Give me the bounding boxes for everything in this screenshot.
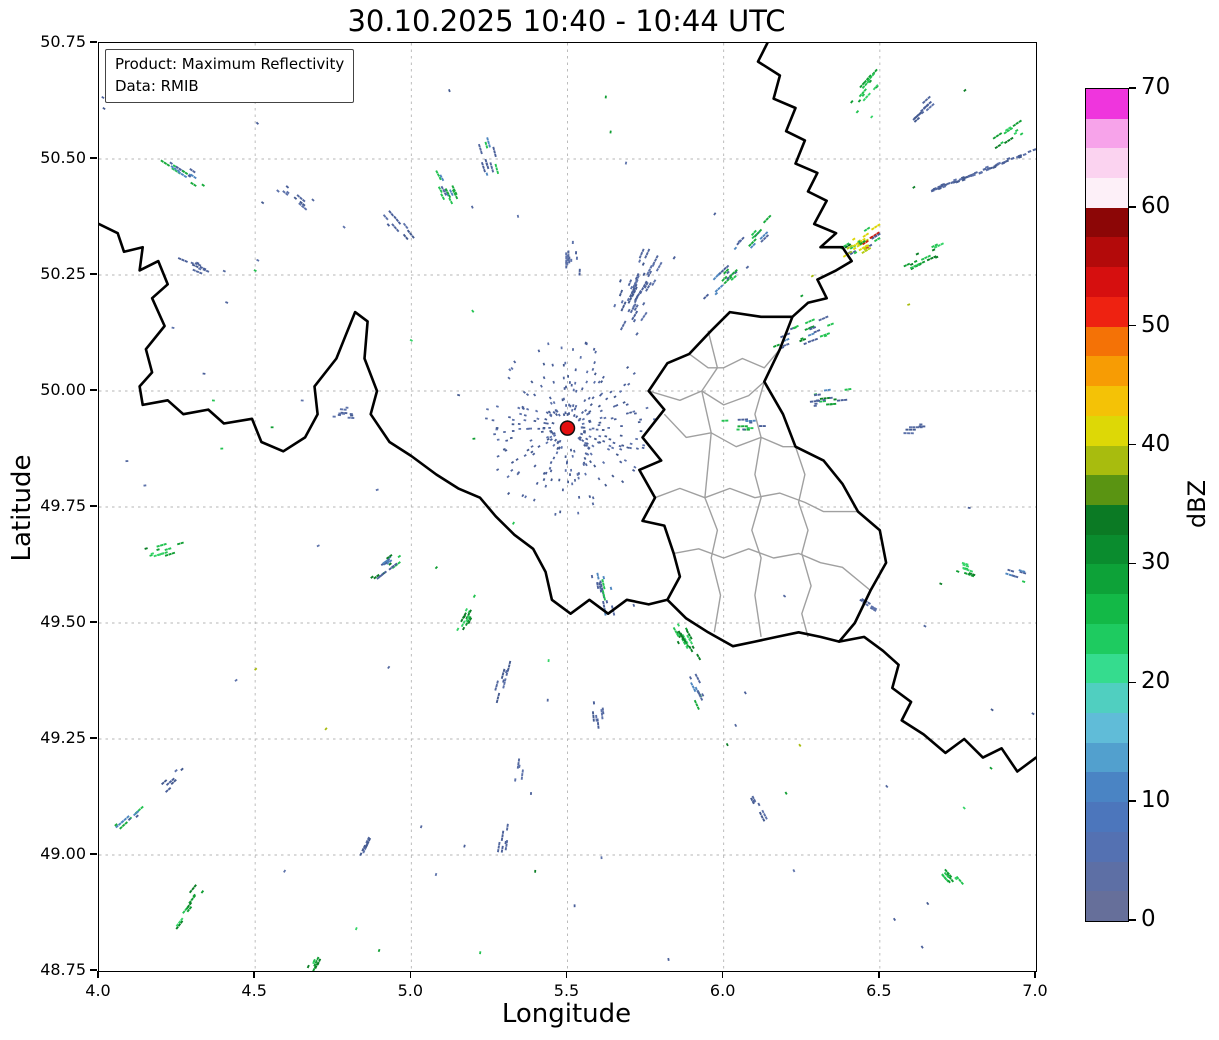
x-tick-label: 7.0 (1022, 981, 1048, 1000)
regional-borders (648, 330, 871, 638)
y-tick-label: 50.25 (40, 264, 86, 283)
x-tick-label: 4.5 (241, 981, 267, 1000)
colorbar-tick-mark (1129, 443, 1136, 446)
colorbar-segment (1086, 594, 1128, 624)
y-tick-mark (90, 389, 97, 391)
colorbar-segment (1086, 356, 1128, 387)
colorbar-tick-label: 20 (1141, 668, 1171, 695)
y-tick-label: 49.25 (40, 728, 86, 747)
colorbar-segment (1086, 445, 1128, 476)
colorbar-segment (1086, 564, 1128, 595)
x-tick-label: 5.5 (553, 981, 580, 1000)
y-tick-label: 48.75 (40, 960, 86, 979)
colorbar-tick-label: 0 (1141, 906, 1156, 932)
x-tick-label: 6.0 (709, 981, 736, 1000)
y-tick-label: 50.50 (40, 148, 86, 167)
colorbar-segment (1086, 653, 1128, 684)
colorbar-tick-mark (1129, 919, 1136, 921)
colorbar-segment (1086, 861, 1128, 892)
radar-site-marker (559, 420, 576, 436)
y-tick-mark (90, 621, 97, 623)
colorbar-segment (1086, 267, 1128, 297)
colorbar-tick-mark (1129, 562, 1136, 565)
colorbar-segment (1086, 207, 1128, 238)
y-tick-mark (90, 505, 97, 507)
x-tick-mark (1034, 971, 1036, 978)
colorbar-tick-mark (1129, 800, 1136, 802)
colorbar-segment (1086, 88, 1128, 119)
colorbar-segment (1086, 386, 1128, 416)
x-axis-label: Longitude (501, 999, 632, 1029)
gridlines (99, 43, 1036, 971)
colorbar-segment (1086, 772, 1128, 803)
colorbar-segment (1086, 683, 1128, 713)
y-tick-mark (90, 969, 97, 971)
y-tick-label: 50.75 (40, 32, 86, 51)
colorbar-segment (1086, 415, 1128, 446)
colorbar-segment (1086, 802, 1128, 832)
x-tick-mark (97, 971, 99, 978)
colorbar-segment (1086, 504, 1128, 535)
colorbar-tick-label: 60 (1141, 192, 1171, 219)
radar-echoes (101, 68, 1036, 971)
x-tick-mark (565, 971, 568, 978)
data-source-label: Data: RMIB (115, 76, 199, 95)
colorbar-segment (1086, 148, 1128, 179)
colorbar-tick-label: 30 (1141, 549, 1171, 576)
colorbar-segment (1086, 712, 1128, 743)
colorbar-tick-label: 50 (1141, 311, 1171, 338)
colorbar-tick-mark (1129, 87, 1136, 89)
product-info-box: Product: Maximum Reflectivity Data: RMIB (105, 49, 355, 103)
colorbar-segment (1086, 623, 1128, 654)
x-tick-mark (721, 971, 724, 978)
colorbar-label: dBZ (1183, 479, 1211, 529)
y-tick-label: 49.75 (40, 496, 86, 515)
x-tick-mark (409, 971, 412, 978)
colorbar-tick-label: 40 (1141, 430, 1171, 457)
radar-map-canvas (99, 43, 1036, 971)
colorbar-tick-mark (1129, 206, 1136, 208)
colorbar-segment (1086, 178, 1128, 208)
y-tick-mark (90, 41, 97, 43)
colorbar-segment (1086, 475, 1128, 505)
colorbar-segment (1086, 891, 1128, 921)
x-tick-mark (253, 971, 255, 978)
y-tick-label: 50.00 (40, 380, 86, 399)
colorbar-tick-label: 70 (1141, 74, 1171, 100)
x-tick-label: 4.0 (85, 981, 111, 1000)
colorbar-segment (1086, 742, 1128, 773)
x-tick-mark (878, 971, 880, 978)
map-plot-area: Product: Maximum Reflectivity Data: RMIB (98, 42, 1037, 972)
colorbar-segment (1086, 237, 1128, 268)
colorbar-tick-mark (1129, 681, 1136, 684)
y-tick-mark (90, 157, 97, 159)
y-tick-mark (90, 273, 97, 275)
colorbar-tick-mark (1129, 324, 1136, 327)
y-tick-label: 49.50 (40, 612, 86, 631)
page-title: 30.10.2025 10:40 - 10:44 UTC (347, 4, 786, 38)
product-label: Product: Maximum Reflectivity (115, 55, 345, 73)
x-tick-label: 5.0 (397, 981, 424, 1000)
colorbar-segment (1086, 296, 1128, 327)
colorbar-segment (1086, 118, 1128, 149)
colorbar (1085, 88, 1129, 922)
colorbar-segment (1086, 831, 1128, 862)
y-tick-mark (90, 853, 97, 855)
colorbar-segment (1086, 326, 1128, 357)
y-tick-label: 49.00 (40, 844, 86, 863)
colorbar-tick-label: 10 (1141, 787, 1171, 814)
country-borders (99, 43, 1036, 773)
colorbar-segment (1086, 534, 1128, 565)
x-tick-label: 6.5 (866, 981, 892, 1000)
y-tick-mark (90, 737, 97, 739)
